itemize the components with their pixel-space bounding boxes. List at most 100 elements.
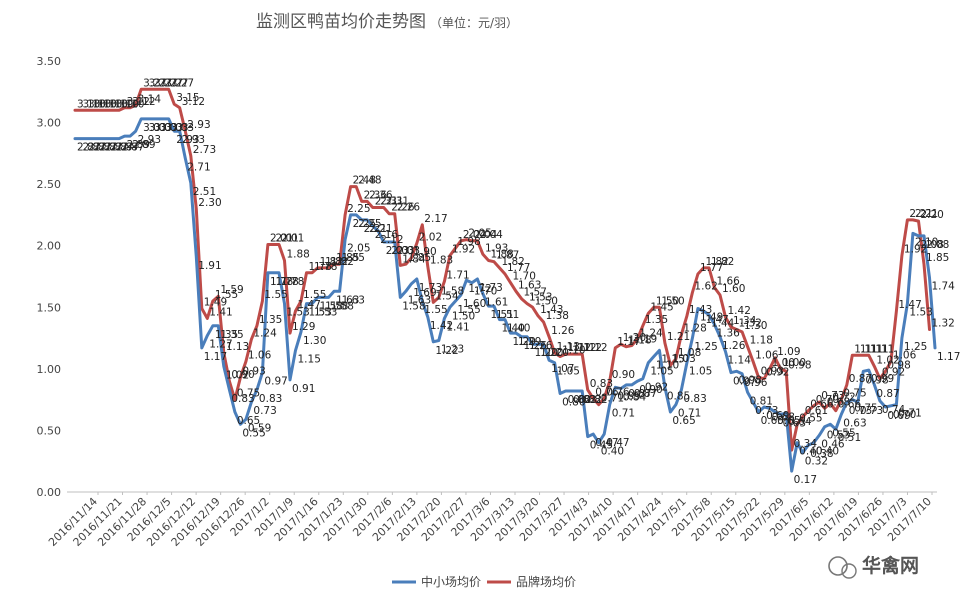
data-label: 1.30 <box>744 320 767 332</box>
data-label: 1.38 <box>546 310 569 322</box>
data-label: 0.40 <box>816 446 839 458</box>
data-label: 1.12 <box>568 342 591 354</box>
data-label: 1.73 <box>479 282 502 294</box>
data-label: 0.99 <box>871 373 894 385</box>
data-label: 0.98 <box>887 359 910 371</box>
data-label: 1.60 <box>463 298 486 310</box>
data-label: 3.03 <box>143 122 166 134</box>
data-label: 0.71 <box>601 393 624 405</box>
data-label: 1.06 <box>755 349 779 361</box>
data-label: 3.27 <box>149 77 172 89</box>
y-axis: 0.00 0.50 1.00 1.50 2.00 2.50 3.00 3.50 <box>37 55 62 499</box>
data-label: 1.02 <box>876 354 899 366</box>
data-label: 1.50 <box>535 295 558 307</box>
data-label: 2.93 <box>187 119 210 131</box>
data-label: 0.75 <box>843 388 866 400</box>
data-label: 2.93 <box>176 134 199 146</box>
y-tick-label: 3.50 <box>37 55 62 68</box>
data-label: 1.24 <box>639 327 663 339</box>
data-label: 0.68 <box>772 411 795 423</box>
data-label: 1.54 <box>435 290 459 302</box>
series-line-1[interactable] <box>73 117 937 473</box>
data-label: 1.50 <box>656 295 679 307</box>
data-label: 0.92 <box>645 382 668 394</box>
data-label: 2.04 <box>463 229 487 241</box>
data-label: 2.87 <box>99 142 122 154</box>
data-label: 0.76 <box>606 386 630 398</box>
data-label: 1.11 <box>865 343 888 355</box>
data-label: 1.22 <box>435 345 458 357</box>
data-label: 1.50 <box>661 295 684 307</box>
data-label: 0.85 <box>617 390 640 402</box>
data-label: 1.78 <box>270 276 293 288</box>
data-label: 1.06 <box>248 349 272 361</box>
data-label: 1.29 <box>513 336 536 348</box>
data-label: 0.85 <box>667 390 690 402</box>
data-label: 0.98 <box>865 374 888 386</box>
data-label: 0.73 <box>849 405 872 417</box>
data-label: 1.41 <box>209 306 232 318</box>
data-label: 3.10 <box>83 98 106 110</box>
data-label: 2.71 <box>187 161 210 173</box>
data-label: 2.26 <box>397 202 421 214</box>
data-label: 1.82 <box>705 256 728 268</box>
data-label: 1.42 <box>430 320 453 332</box>
legend[interactable]: 中小场均价 品牌场均价 <box>392 574 576 589</box>
data-label: 0.47 <box>606 437 629 449</box>
data-label: 0.55 <box>832 427 855 439</box>
data-label: 3.10 <box>121 98 144 110</box>
data-label: 1.90 <box>413 246 436 258</box>
data-label: 0.73 <box>821 390 844 402</box>
data-label: 1.40 <box>501 323 524 335</box>
data-label: 2.26 <box>391 202 415 214</box>
data-label: 0.74 <box>882 404 906 416</box>
series-line-2[interactable] <box>73 87 931 452</box>
data-label: 1.82 <box>711 256 734 268</box>
data-label: 1.32 <box>739 317 762 329</box>
data-label: 3.03 <box>154 122 177 134</box>
data-label: 1.92 <box>452 244 475 256</box>
data-label: 0.82 <box>579 394 602 406</box>
data-label: 1.15 <box>298 353 321 365</box>
data-label: 1.55 <box>303 289 326 301</box>
data-label: 3.27 <box>165 77 188 89</box>
data-label: 3.12 <box>127 96 150 108</box>
data-label: 0.71 <box>612 408 635 420</box>
data-label: 2.20 <box>920 209 943 221</box>
data-label: 0.92 <box>766 367 789 379</box>
data-label: 0.69 <box>766 410 789 422</box>
data-label: 0.46 <box>821 438 845 450</box>
data-label: 1.05 <box>689 366 712 378</box>
data-label: 1.63 <box>336 294 359 306</box>
data-label: 3.10 <box>116 98 139 110</box>
data-label: 1.50 <box>452 310 475 322</box>
data-label: 1.12 <box>579 342 602 354</box>
data-label: 1.11 <box>860 343 883 355</box>
data-label: 1.05 <box>557 366 580 378</box>
data-label: 0.81 <box>750 395 773 407</box>
data-label: 0.76 <box>595 386 619 398</box>
data-label: 0.65 <box>237 415 260 427</box>
data-label: 2.03 <box>397 245 420 257</box>
legend-label-series-2: 品牌场均价 <box>516 575 576 589</box>
data-label: 1.47 <box>705 314 728 326</box>
data-label: 1.30 <box>303 335 326 347</box>
data-label: 1.57 <box>524 287 547 299</box>
data-label: 1.18 <box>750 335 773 347</box>
data-label: 1.26 <box>722 340 746 352</box>
data-label: 1.25 <box>904 341 927 353</box>
data-label: 0.97 <box>264 376 287 388</box>
y-tick-label: 1.00 <box>37 363 62 376</box>
data-label: 3.10 <box>88 98 111 110</box>
y-tick-label: 2.50 <box>37 178 62 191</box>
data-label: 1.98 <box>457 236 480 248</box>
data-label: 0.92 <box>882 367 905 379</box>
data-label: 1.35 <box>645 314 668 326</box>
data-label: 0.72 <box>832 391 855 403</box>
data-label: 1.21 <box>667 331 690 343</box>
data-label: 1.10 <box>562 345 585 357</box>
data-label: 2.08 <box>920 239 943 251</box>
data-label: 1.82 <box>320 256 343 268</box>
